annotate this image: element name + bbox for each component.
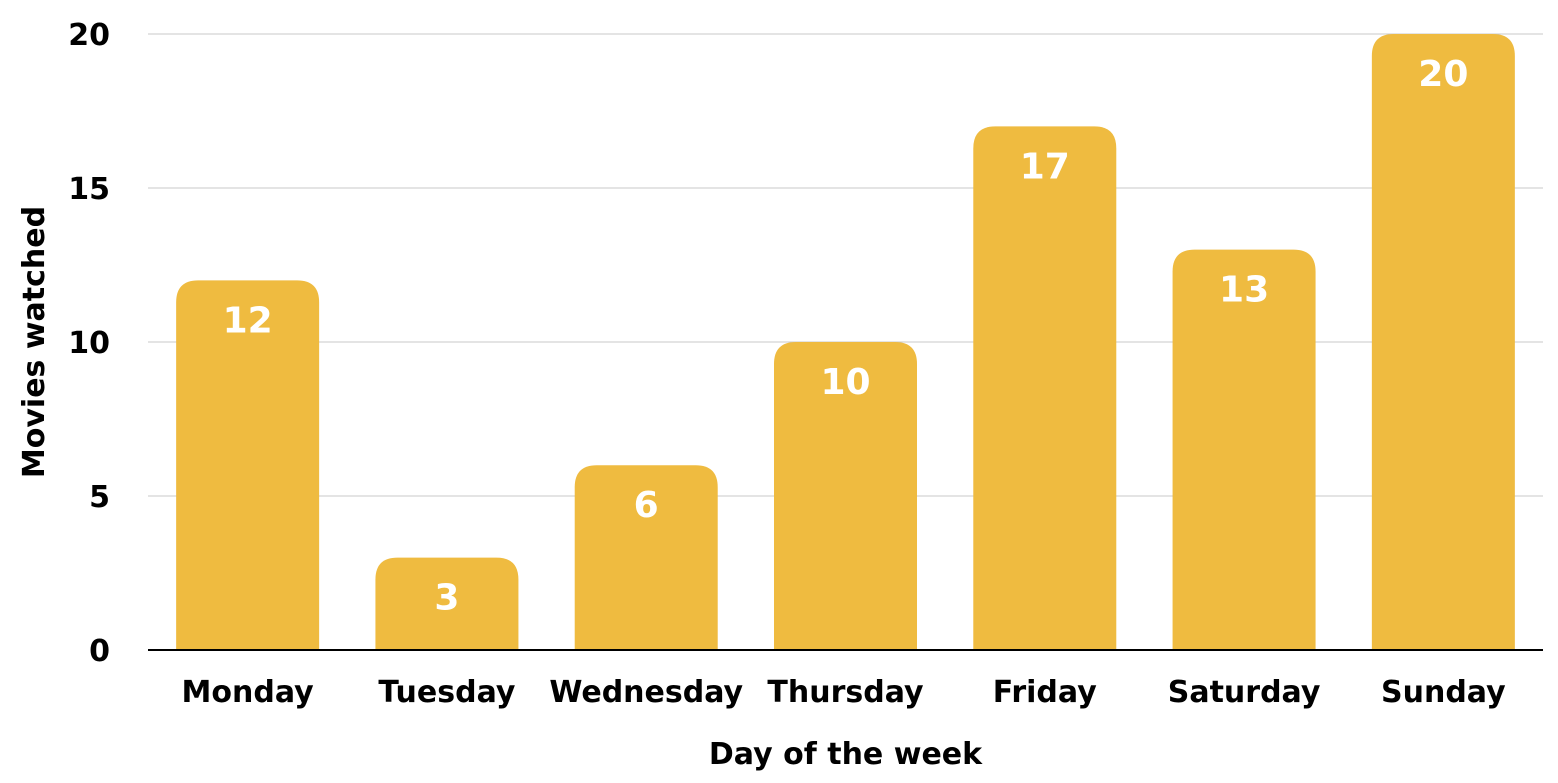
data-label-monday: 12: [223, 300, 273, 341]
data-label-thursday: 10: [820, 362, 870, 403]
data-label-saturday: 13: [1219, 270, 1269, 311]
x-tick-label-tuesday: Tuesday: [378, 675, 516, 710]
y-axis-title: Movies watched: [17, 206, 52, 478]
x-tick-label-sunday: Sunday: [1381, 675, 1506, 710]
x-tick-label-saturday: Saturday: [1168, 675, 1321, 710]
bar-saturday: [1172, 249, 1316, 650]
bar-friday: [973, 126, 1117, 650]
bar-sunday: [1371, 34, 1515, 650]
y-axis-tick-labels: 0 5 10 15 20: [68, 18, 110, 669]
bar-monday: [176, 280, 320, 650]
x-tick-label-thursday: Thursday: [767, 675, 924, 710]
bar-tuesday: [375, 557, 519, 650]
y-tick-label: 0: [89, 634, 110, 669]
data-label-sunday: 20: [1418, 54, 1468, 95]
bar-thursday: [774, 342, 917, 650]
x-axis-tick-labels: Monday Tuesday Wednesday Thursday Friday Satu…: [182, 675, 1507, 710]
bars: [176, 34, 1515, 650]
y-tick-label: 20: [68, 18, 110, 53]
x-tick-label-friday: Friday: [993, 675, 1097, 710]
data-label-friday: 17: [1020, 146, 1070, 187]
bar-wednesday: [574, 465, 718, 650]
data-label-wednesday: 6: [634, 485, 659, 526]
x-tick-label-wednesday: Wednesday: [549, 675, 743, 710]
x-axis-title: Day of the week: [709, 737, 983, 772]
y-tick-label: 5: [89, 480, 110, 515]
y-tick-label: 10: [68, 326, 110, 361]
data-labels: 12 3 6 10 17 13 20: [223, 54, 1469, 619]
x-tick-label-monday: Monday: [182, 675, 315, 710]
y-tick-label: 15: [68, 172, 110, 207]
data-label-tuesday: 3: [434, 578, 459, 619]
